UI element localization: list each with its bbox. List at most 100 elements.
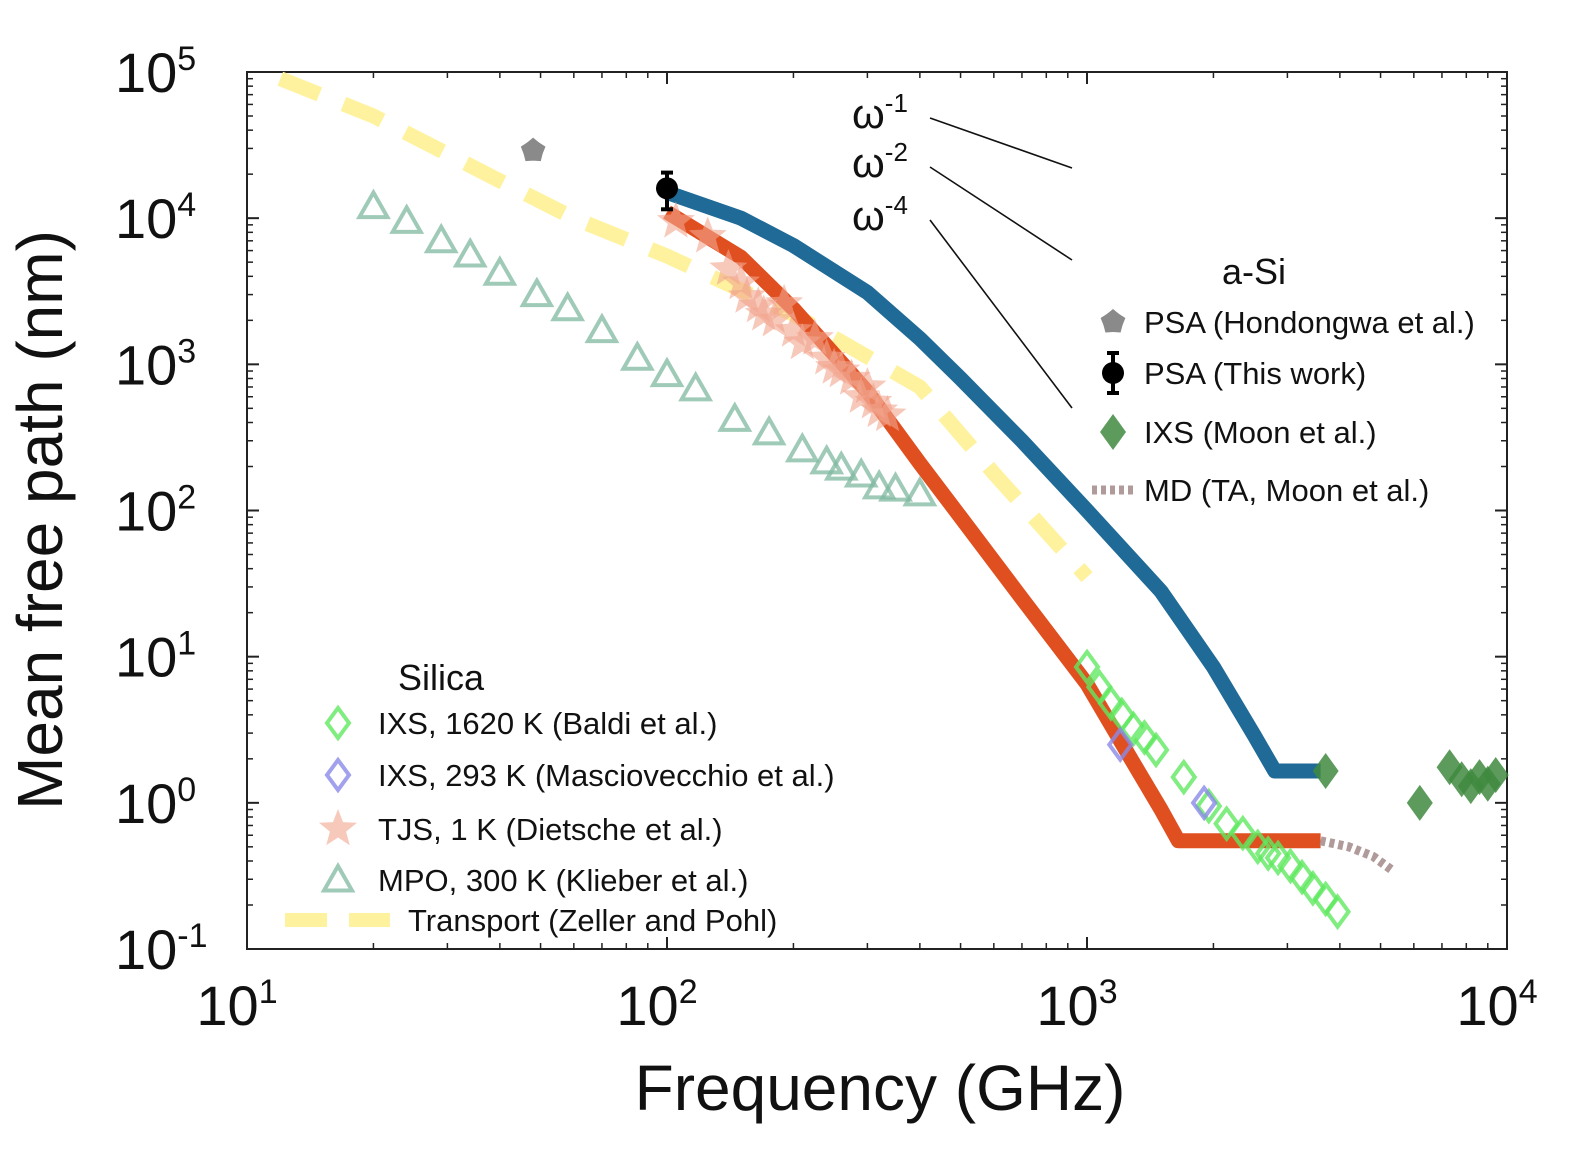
data-point	[1288, 858, 1316, 896]
data-point	[389, 203, 425, 234]
data-point	[1299, 869, 1327, 907]
series-mpo-300-k-klieber-et-al	[355, 188, 938, 507]
data-point	[1073, 648, 1101, 686]
data-point	[1119, 710, 1147, 748]
x-tick-base: 10	[1036, 974, 1098, 1037]
y-tick-base: 10	[115, 772, 177, 835]
y-axis-label: Mean free path (nm)	[4, 230, 76, 810]
series-ixs-293-k-masciovecchio-et-al	[1106, 726, 1218, 822]
series-a-si-model-curve	[664, 185, 1321, 779]
data-point	[1229, 814, 1257, 852]
legend-swatch	[1102, 362, 1124, 384]
y-tick-label-0: 105	[115, 40, 196, 104]
legend-silica-label: MPO, 300 K (Klieber et al.)	[378, 863, 748, 898]
legend-silica-label: IXS, 1620 K (Baldi et al.)	[378, 706, 717, 741]
data-point-core	[523, 140, 544, 161]
data-point	[1142, 731, 1170, 769]
slope-annotations: ω-1ω-2ω-4	[852, 88, 1073, 409]
data-point	[678, 370, 714, 402]
data-point	[807, 338, 846, 375]
data-point	[649, 356, 685, 388]
y-tick-exp: 1	[177, 625, 196, 663]
legend-swatch	[320, 861, 356, 893]
data-point	[1213, 805, 1241, 843]
slope-exp: -4	[885, 190, 908, 220]
data-point	[423, 222, 459, 254]
legend-asi-item-0: PSA (Hondongwa et al.)	[1100, 305, 1475, 340]
y-tick-exp: 0	[177, 771, 196, 809]
slope-label--4: ω-4	[852, 190, 908, 239]
data-point	[765, 283, 804, 320]
legend-silica-title: Silica	[398, 657, 485, 698]
data-point	[452, 236, 488, 268]
x-tick-exp: 3	[1099, 973, 1118, 1011]
legend-asi-item-2: IXS (Moon et al.)	[1100, 414, 1377, 450]
slope-label--1: ω-1	[852, 88, 908, 137]
series-line-silica-model-curve	[663, 205, 1321, 849]
data-point	[656, 201, 695, 238]
data-point	[656, 177, 678, 200]
data-point	[519, 276, 555, 308]
y-tick-label-3: 102	[115, 479, 196, 543]
data-point	[774, 310, 813, 347]
data-point	[619, 340, 655, 371]
y-tick-base: 10	[115, 626, 177, 689]
y-tick-exp: 2	[177, 479, 196, 517]
series-line-md-ta-moon-et-al	[1319, 836, 1394, 874]
data-point	[717, 401, 753, 432]
x-tick-exp: 1	[259, 973, 278, 1011]
data-point	[878, 471, 913, 502]
series-ixs-moon-et-al	[1312, 749, 1509, 821]
series-tjs-1-k-dietsche-et-al	[656, 201, 907, 432]
data-point	[784, 431, 820, 463]
data-point	[1312, 753, 1339, 790]
y-tick-label-6: 10-1	[115, 917, 208, 981]
data-point	[848, 367, 887, 404]
legend-silica-item-3: MPO, 300 K (Klieber et al.)	[320, 861, 748, 898]
data-point	[1276, 847, 1304, 885]
slope-line--2	[929, 166, 1073, 261]
data-point	[688, 216, 727, 253]
legend-asi-label: IXS (Moon et al.)	[1144, 415, 1377, 450]
data-point	[1264, 839, 1292, 877]
legend-swatch	[1100, 414, 1126, 450]
slope-line--1	[929, 117, 1073, 169]
y-tick-base: 10	[115, 918, 177, 981]
legend-silica-item-0: IXS, 1620 K (Baldi et al.)	[324, 704, 717, 742]
y-tick-label-2: 103	[115, 332, 196, 396]
legend-silica-item-2: TJS, 1 K (Dietsche et al.)	[319, 809, 723, 847]
data-point	[868, 395, 907, 432]
slope-exp: -1	[885, 88, 908, 118]
x-tick-label-1: 102	[616, 973, 697, 1037]
data-point	[739, 286, 778, 323]
data-point	[482, 255, 518, 286]
slope-omega: ω	[852, 192, 885, 239]
y-tick-exp: 5	[177, 40, 196, 78]
series-transport-zeller-and-pohl	[277, 71, 1093, 583]
legend-asi-title: a-Si	[1222, 251, 1286, 292]
legend-swatch	[324, 756, 352, 794]
y-tick-exp: -1	[177, 917, 207, 955]
data-point	[721, 263, 760, 300]
slope-label--2: ω-2	[852, 137, 908, 186]
x-tick-label-0: 101	[196, 973, 277, 1037]
data-point	[823, 450, 859, 481]
slope-exp: -2	[885, 137, 908, 167]
data-point	[550, 290, 586, 322]
slope-line--4	[929, 219, 1073, 409]
data-point	[809, 443, 845, 475]
data-point	[1106, 726, 1134, 764]
data-point	[832, 358, 871, 395]
data-point	[1406, 784, 1433, 821]
data-point	[727, 276, 766, 313]
data-point	[1312, 880, 1340, 918]
legend-asi: a-Si PSA (Hondongwa et al.) PSA (This work…	[1092, 251, 1475, 508]
slope-omega: ω	[852, 139, 885, 186]
legend-silica: Silica IXS, 1620 K (Baldi et al.) IXS, 293…	[285, 657, 835, 938]
y-tick-label-5: 100	[115, 771, 196, 835]
data-point	[843, 456, 879, 488]
x-tick-base: 10	[196, 974, 258, 1037]
series-line-a-si-model-curve	[664, 185, 1321, 779]
legend-swatch-core	[1103, 312, 1123, 332]
